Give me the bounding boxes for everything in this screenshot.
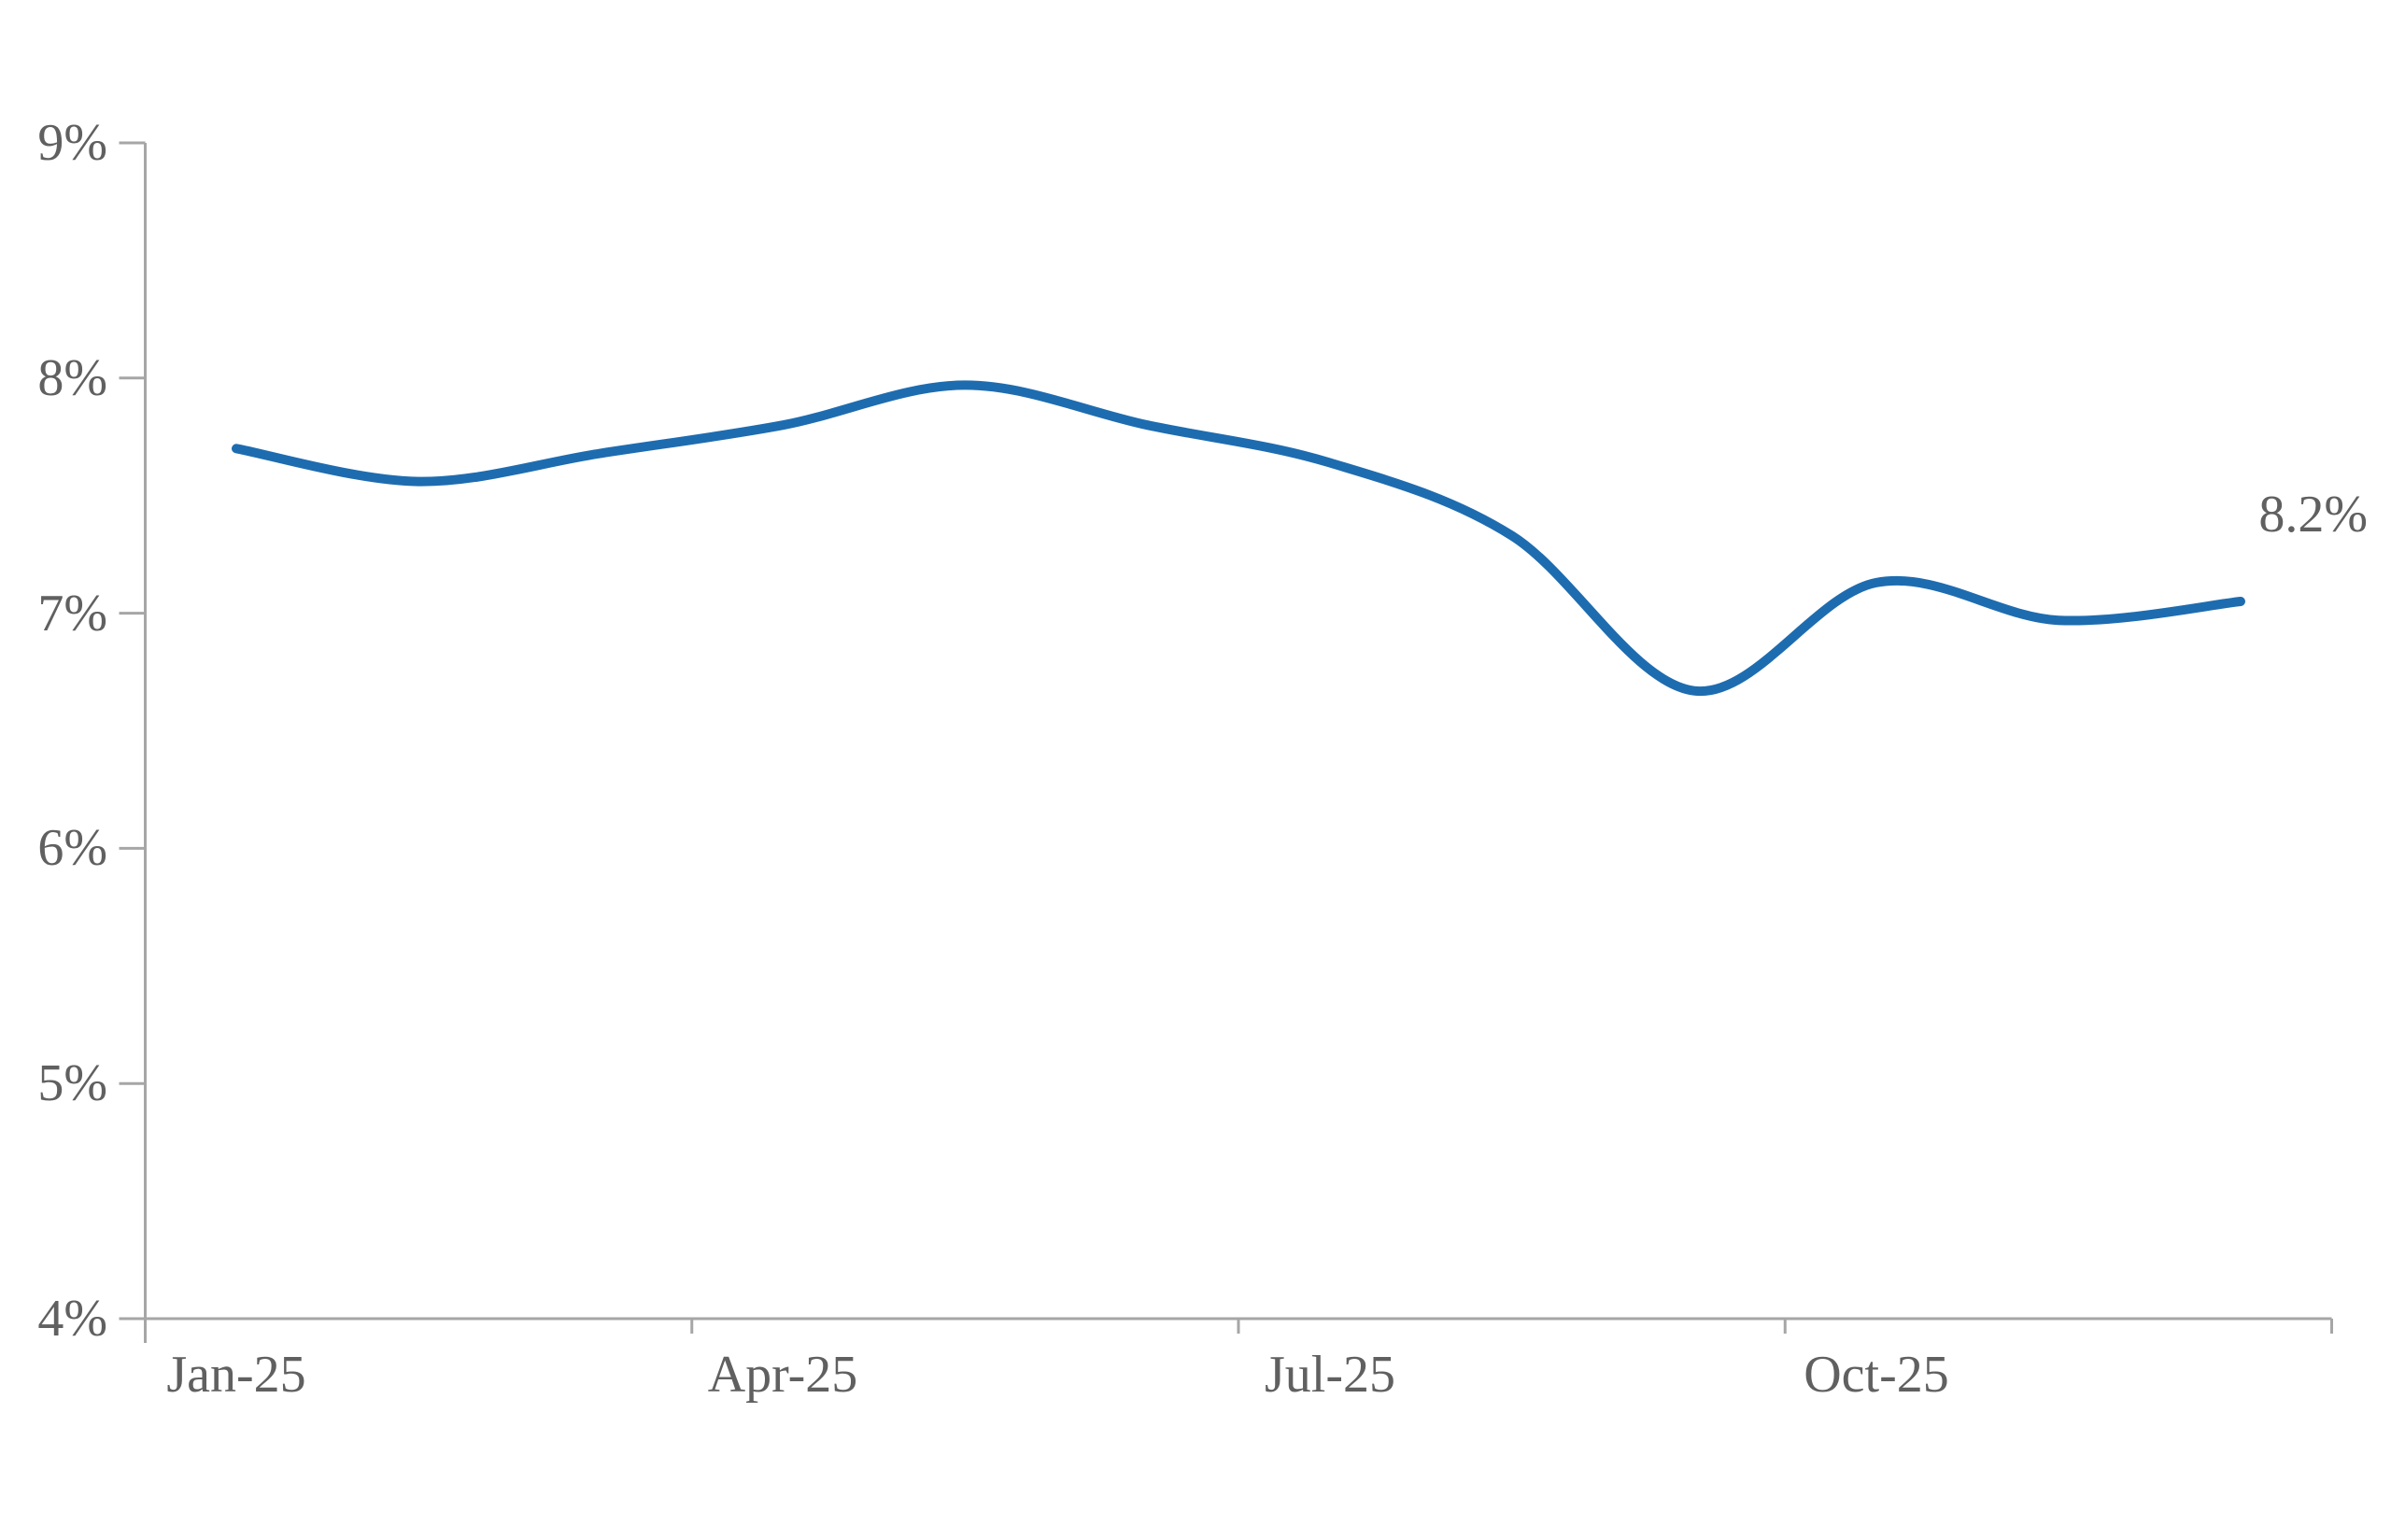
latest-value-annotation: 8.2% bbox=[2258, 486, 2368, 544]
x-axis-tick-label: Jul-25 bbox=[1265, 1346, 1395, 1404]
x-axis-tick-label: Jan-25 bbox=[166, 1346, 306, 1404]
y-axis-tick-label: 8% bbox=[37, 349, 107, 407]
y-axis-tick-label: 7% bbox=[37, 585, 107, 643]
y-axis-tick-label: 9% bbox=[37, 114, 107, 172]
y-axis-tick-label: 5% bbox=[37, 1054, 107, 1112]
data-series-line bbox=[232, 380, 2245, 696]
x-axis-tick-label: Oct-25 bbox=[1804, 1346, 1949, 1404]
x-axis-tick-label: Apr-25 bbox=[707, 1346, 858, 1404]
y-axis-tick-label: 4% bbox=[37, 1290, 107, 1348]
y-axis-tick-label: 6% bbox=[37, 819, 107, 877]
